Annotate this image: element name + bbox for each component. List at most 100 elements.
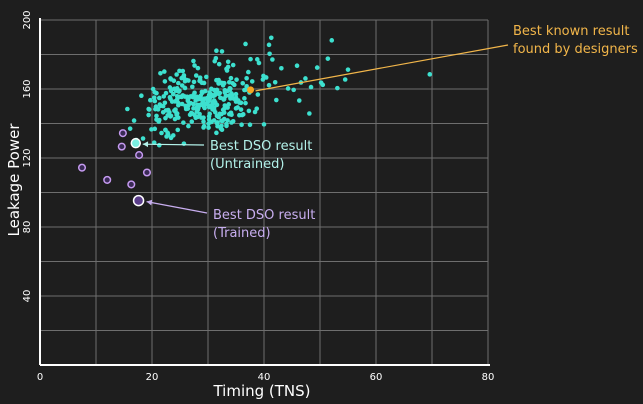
untrained-point — [179, 94, 184, 100]
untrained-point — [201, 115, 206, 120]
untrained-point — [230, 62, 236, 68]
untrained-point — [190, 84, 195, 90]
untrained-point — [215, 120, 220, 125]
untrained-point — [226, 111, 232, 117]
untrained-point — [216, 114, 221, 120]
untrained-point — [214, 48, 219, 54]
best-untrained-point — [130, 137, 142, 149]
designer-best-point — [247, 86, 255, 94]
untrained-point — [335, 85, 340, 91]
untrained-point — [249, 79, 255, 84]
y-axis-title: Leakage Power — [5, 123, 23, 237]
untrained-point — [243, 100, 248, 106]
untrained-point — [180, 68, 186, 74]
annotation-arrowhead — [146, 199, 153, 206]
x-tick-label: 20 — [146, 372, 159, 383]
untrained-point — [202, 88, 208, 94]
untrained-point — [238, 100, 244, 106]
annotation-label: (Trained) — [213, 226, 271, 241]
x-tick-label: 60 — [370, 372, 383, 383]
untrained-point — [224, 123, 229, 129]
untrained-point — [242, 96, 247, 101]
untrained-point — [296, 98, 302, 103]
untrained-point — [320, 82, 326, 88]
untrained-point — [176, 80, 181, 86]
untrained-point — [155, 107, 161, 112]
untrained-point — [219, 123, 224, 129]
untrained-point — [176, 115, 181, 120]
untrained-point — [274, 97, 279, 103]
untrained-point — [220, 96, 226, 101]
untrained-point — [210, 107, 215, 112]
untrained-point — [154, 113, 159, 119]
x-tick-label: 0 — [37, 372, 43, 383]
annotation-label: Best known result — [513, 24, 629, 39]
untrained-point — [206, 121, 211, 126]
untrained-point — [267, 51, 272, 57]
untrained-point — [168, 135, 174, 141]
untrained-point — [209, 92, 214, 98]
annotation-leader — [255, 44, 509, 92]
untrained-point — [247, 122, 253, 128]
untrained-point — [224, 68, 230, 73]
untrained-point — [192, 90, 197, 96]
untrained-point — [229, 92, 235, 98]
untrained-point — [212, 109, 218, 115]
untrained-point — [192, 112, 197, 118]
best-trained-point — [132, 194, 145, 207]
untrained-point — [163, 90, 169, 96]
untrained-point — [308, 84, 314, 90]
untrained-point — [204, 101, 209, 106]
untrained-point — [260, 77, 266, 82]
grid — [40, 19, 489, 365]
untrained-point — [172, 108, 177, 113]
untrained-point — [233, 106, 239, 111]
untrained-point — [240, 81, 246, 86]
y-tick-label: 200 — [22, 10, 33, 29]
untrained-point — [427, 72, 433, 77]
annotations: Best known result found by designers Best … — [142, 24, 638, 241]
untrained-point — [154, 90, 159, 96]
untrained-point — [261, 122, 267, 127]
untrained-point — [151, 95, 157, 100]
untrained-point — [146, 112, 151, 118]
untrained-point — [226, 79, 232, 85]
untrained-point — [291, 87, 296, 93]
untrained-point — [201, 123, 207, 129]
untrained-point — [165, 107, 171, 113]
untrained-point — [165, 132, 171, 138]
untrained-point — [152, 98, 158, 104]
y-tick-label: 120 — [22, 148, 33, 167]
untrained-point — [148, 97, 153, 103]
untrained-point — [154, 117, 159, 122]
untrained-point — [197, 111, 202, 117]
untrained-point — [177, 68, 182, 74]
untrained-point — [234, 77, 239, 82]
untrained-point — [228, 75, 234, 81]
untrained-point — [161, 94, 167, 99]
untrained-point — [191, 79, 197, 85]
untrained-point — [177, 88, 182, 94]
untrained-point — [169, 99, 175, 104]
untrained-point — [329, 38, 335, 43]
untrained-point — [181, 120, 186, 125]
untrained-point — [229, 120, 234, 125]
untrained-point — [199, 80, 205, 86]
untrained-point — [188, 110, 194, 116]
untrained-point — [159, 130, 164, 136]
untrained-point — [246, 69, 251, 75]
untrained-point — [294, 63, 300, 69]
untrained-point — [314, 65, 320, 70]
untrained-point — [254, 57, 260, 62]
untrained-point — [216, 77, 221, 83]
untrained-point — [214, 130, 219, 136]
annotation-label: Best DSO result — [210, 139, 312, 154]
tick-labels: 0 20 40 60 80 40 80 120 160 200 — [22, 10, 494, 383]
untrained-point — [279, 66, 284, 71]
untrained-points — [125, 35, 433, 149]
untrained-point — [225, 64, 231, 70]
untrained-point — [168, 77, 174, 82]
untrained-point — [307, 111, 312, 116]
untrained-point — [239, 112, 245, 118]
untrained-point — [233, 91, 239, 97]
